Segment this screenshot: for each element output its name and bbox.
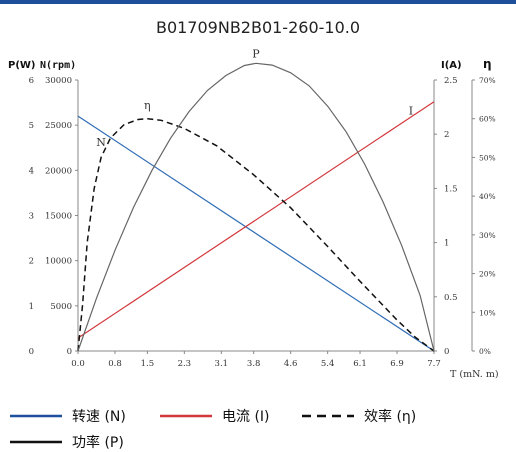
current-tick-label: 2.5 — [444, 76, 458, 86]
power-tick-label: 4 — [29, 166, 34, 176]
top-accent-bar — [0, 0, 516, 4]
series-P-curve-label: P — [252, 47, 260, 60]
speed-tick-label: 0 — [67, 347, 72, 357]
legend-swatch-current — [160, 414, 212, 418]
speed-tick-label: 5000 — [50, 302, 72, 312]
speed-tick-label: 25000 — [45, 121, 72, 131]
x-tick-label: 2.3 — [178, 359, 192, 369]
power-tick-label: 0 — [29, 347, 34, 357]
legend-item-efficiency: 效率 (η) — [302, 406, 416, 426]
x-tick-label: 6.9 — [390, 359, 404, 369]
series-eta-curve-label: η — [144, 99, 151, 112]
x-tick-label: 0.8 — [108, 359, 122, 369]
power-tick-label: 3 — [29, 212, 34, 222]
current-tick-label: 1 — [444, 239, 449, 249]
efficiency-tick-label: 20% — [479, 270, 496, 279]
legend-item-current: 电流 (I) — [160, 406, 270, 426]
power-tick-label: 1 — [29, 302, 34, 312]
x-tick-label: 1.5 — [141, 359, 155, 369]
series-P-line — [77, 62, 435, 352]
x-tick-label: 0.0 — [71, 359, 85, 369]
efficiency-tick-label: 30% — [479, 231, 496, 240]
power-tick-label: 5 — [29, 121, 34, 131]
x-tick-label: 4.6 — [284, 359, 298, 369]
x-tick-label: 3.8 — [247, 359, 261, 369]
legend-item-speed: 转速 (N) — [10, 406, 126, 426]
legend-label-efficiency: 效率 (η) — [364, 409, 417, 425]
legend-label-speed: 转速 (N) — [72, 409, 126, 425]
chart-svg: 0 1 2 3 4 5 6 0 5000 10000 15000 20000 25000 30000 0 0.… — [8, 47, 499, 380]
speed-tick-label: 30000 — [45, 76, 72, 86]
speed-tick-label: 20000 — [45, 166, 72, 176]
x-axis-label: T (mN. m) — [450, 369, 499, 380]
chart-title: B01709NB2B01-260-10.0 — [155, 18, 361, 37]
efficiency-tick-label: 60% — [479, 115, 496, 124]
x-tick-label: 3.1 — [215, 359, 229, 369]
legend-swatch-efficiency — [302, 414, 354, 418]
current-tick-label: 0.5 — [444, 293, 458, 303]
x-tick-label: 5.4 — [321, 359, 335, 369]
series-N-line — [77, 115, 435, 352]
current-tick-label: 2 — [444, 130, 449, 140]
legend-swatch-speed — [10, 414, 62, 418]
current-tick-label: 1.5 — [444, 184, 458, 194]
legend-label-power: 功率 (P) — [72, 435, 124, 451]
efficiency-tick-label: 10% — [479, 308, 496, 317]
series-N-curve-label: N — [96, 136, 106, 149]
efficiency-tick-label: 70% — [479, 76, 496, 85]
speed-tick-label: 10000 — [45, 257, 72, 267]
legend-item-power: 功率 (P) — [10, 432, 124, 452]
x-tick-label: 7.7 — [427, 359, 441, 369]
series-I-curve-label: I — [409, 105, 413, 118]
efficiency-tick-label: 0% — [479, 347, 491, 356]
current-axis-label: I(A) — [441, 60, 462, 71]
efficiency-tick-label: 50% — [479, 153, 496, 162]
efficiency-axis-label: η — [483, 57, 492, 71]
power-axis-label: P(W) — [8, 60, 36, 71]
legend-swatch-power — [10, 440, 62, 444]
speed-tick-label: 15000 — [45, 212, 72, 222]
speed-axis-label: N(rpm) — [40, 60, 76, 71]
current-tick-label: 0 — [444, 347, 449, 357]
power-tick-label: 6 — [29, 76, 34, 86]
efficiency-tick-label: 40% — [479, 192, 496, 201]
legend-label-current: 电流 (I) — [222, 409, 270, 425]
series-eta-line — [77, 117, 435, 352]
power-tick-label: 2 — [29, 257, 34, 267]
series-I-line — [77, 101, 435, 339]
x-tick-label: 6.1 — [353, 359, 367, 369]
